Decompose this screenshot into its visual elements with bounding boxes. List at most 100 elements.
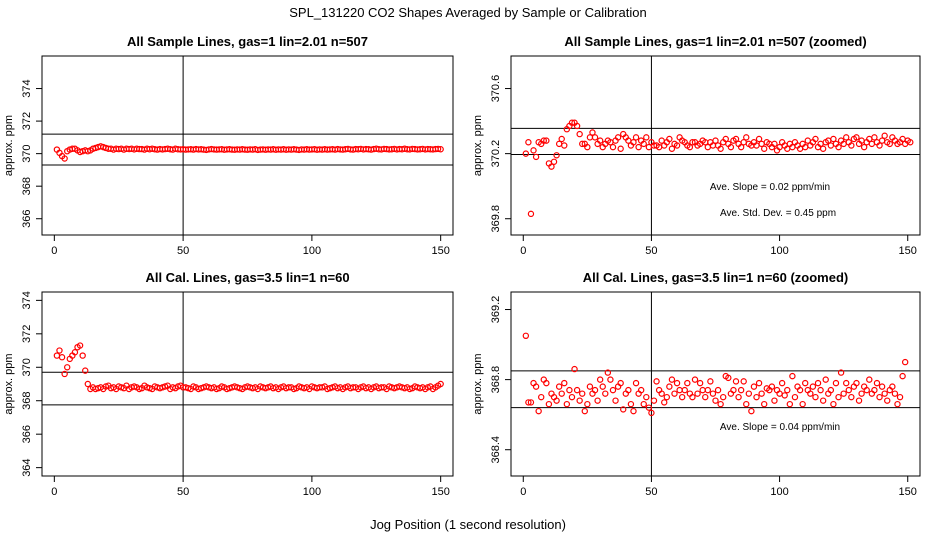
data-point xyxy=(658,390,665,397)
data-point xyxy=(881,132,888,139)
x-tick-label: 100 xyxy=(770,245,788,257)
data-point xyxy=(758,390,765,397)
data-point xyxy=(596,376,604,383)
data-point xyxy=(568,393,576,401)
data-point xyxy=(894,400,901,408)
data-point xyxy=(653,378,660,385)
data-point xyxy=(640,400,647,408)
x-tick-label: 100 xyxy=(770,486,788,498)
data-point xyxy=(576,397,583,404)
data-point xyxy=(712,137,719,144)
data-point xyxy=(768,383,776,390)
data-point xyxy=(727,143,735,151)
data-point xyxy=(579,390,586,397)
data-point xyxy=(886,140,893,148)
data-point xyxy=(725,374,732,382)
data-point xyxy=(732,135,740,143)
data-point xyxy=(845,386,852,394)
data-point xyxy=(525,139,532,146)
x-tick-label: 0 xyxy=(51,245,57,257)
x-tick-label: 150 xyxy=(431,245,449,257)
data-point xyxy=(848,142,855,149)
data-point xyxy=(637,386,645,394)
y-tick-label: 369.8 xyxy=(490,205,502,233)
data-point xyxy=(819,397,827,404)
chart-annotation: Ave. Std. Dev. = 0.45 ppm xyxy=(720,208,836,219)
data-point xyxy=(540,137,547,144)
data-point xyxy=(709,390,717,397)
data-point xyxy=(717,400,724,408)
data-point xyxy=(71,349,79,356)
data-point xyxy=(561,142,568,149)
data-point xyxy=(863,386,870,394)
data-point xyxy=(822,376,829,383)
data-point xyxy=(740,378,747,385)
data-point xyxy=(853,379,860,387)
x-tick-label: 50 xyxy=(177,486,189,498)
data-point xyxy=(678,393,686,401)
data-point xyxy=(673,379,681,387)
data-point xyxy=(635,143,642,151)
x-tick-label: 150 xyxy=(899,245,917,257)
data-point xyxy=(620,406,627,413)
x-axis-label: Jog Position (1 second resolution) xyxy=(370,517,566,532)
data-point xyxy=(527,399,535,406)
data-point xyxy=(809,383,817,390)
data-point xyxy=(799,400,806,408)
data-point xyxy=(876,142,883,149)
y-tick-label: 370 xyxy=(21,358,33,376)
data-point xyxy=(522,150,530,157)
data-point xyxy=(899,372,906,380)
y-tick-label: 366 xyxy=(21,210,33,228)
data-point xyxy=(732,378,740,385)
data-point xyxy=(676,386,683,394)
data-point xyxy=(79,352,86,359)
data-point xyxy=(553,152,560,159)
data-point xyxy=(755,135,763,143)
data-point xyxy=(553,397,560,404)
chart-annotation: Ave. Slope = 0.02 ppm/min xyxy=(710,182,830,193)
data-point xyxy=(591,134,599,141)
data-point xyxy=(707,378,714,385)
data-point xyxy=(627,400,635,408)
data-point xyxy=(84,380,92,388)
data-point xyxy=(714,386,722,394)
data-point xyxy=(555,383,563,390)
data-point xyxy=(584,143,591,151)
data-point xyxy=(712,397,719,404)
data-point xyxy=(599,383,606,390)
data-point xyxy=(566,386,573,394)
data-point xyxy=(56,347,63,354)
data-point xyxy=(812,135,819,143)
data-point xyxy=(573,386,581,394)
plot-frame xyxy=(510,55,921,236)
data-point xyxy=(614,134,622,141)
data-point xyxy=(704,386,712,394)
data-point xyxy=(817,386,824,394)
data-point xyxy=(819,145,827,152)
data-point xyxy=(807,390,814,397)
data-point xyxy=(735,393,742,401)
page-title: SPL_131220 CO2 Shapes Averaged by Sample… xyxy=(289,5,647,20)
data-point xyxy=(617,379,624,387)
y-axis-label: approx. ppm xyxy=(472,353,484,414)
data-point xyxy=(896,393,904,401)
data-point xyxy=(832,379,840,387)
data-point xyxy=(686,143,694,151)
data-point xyxy=(671,390,678,397)
data-point xyxy=(750,383,758,390)
y-tick-label: 368 xyxy=(21,177,33,195)
x-tick-label: 50 xyxy=(645,486,657,498)
data-point xyxy=(843,379,850,387)
data-point xyxy=(602,390,609,397)
data-point xyxy=(661,399,668,406)
y-tick-label: 374 xyxy=(21,79,33,97)
data-point xyxy=(543,379,550,387)
x-tick-label: 0 xyxy=(520,486,526,498)
y-axis-label: approx. ppm xyxy=(472,115,484,176)
data-point xyxy=(871,134,878,141)
x-tick-label: 0 xyxy=(51,486,57,498)
